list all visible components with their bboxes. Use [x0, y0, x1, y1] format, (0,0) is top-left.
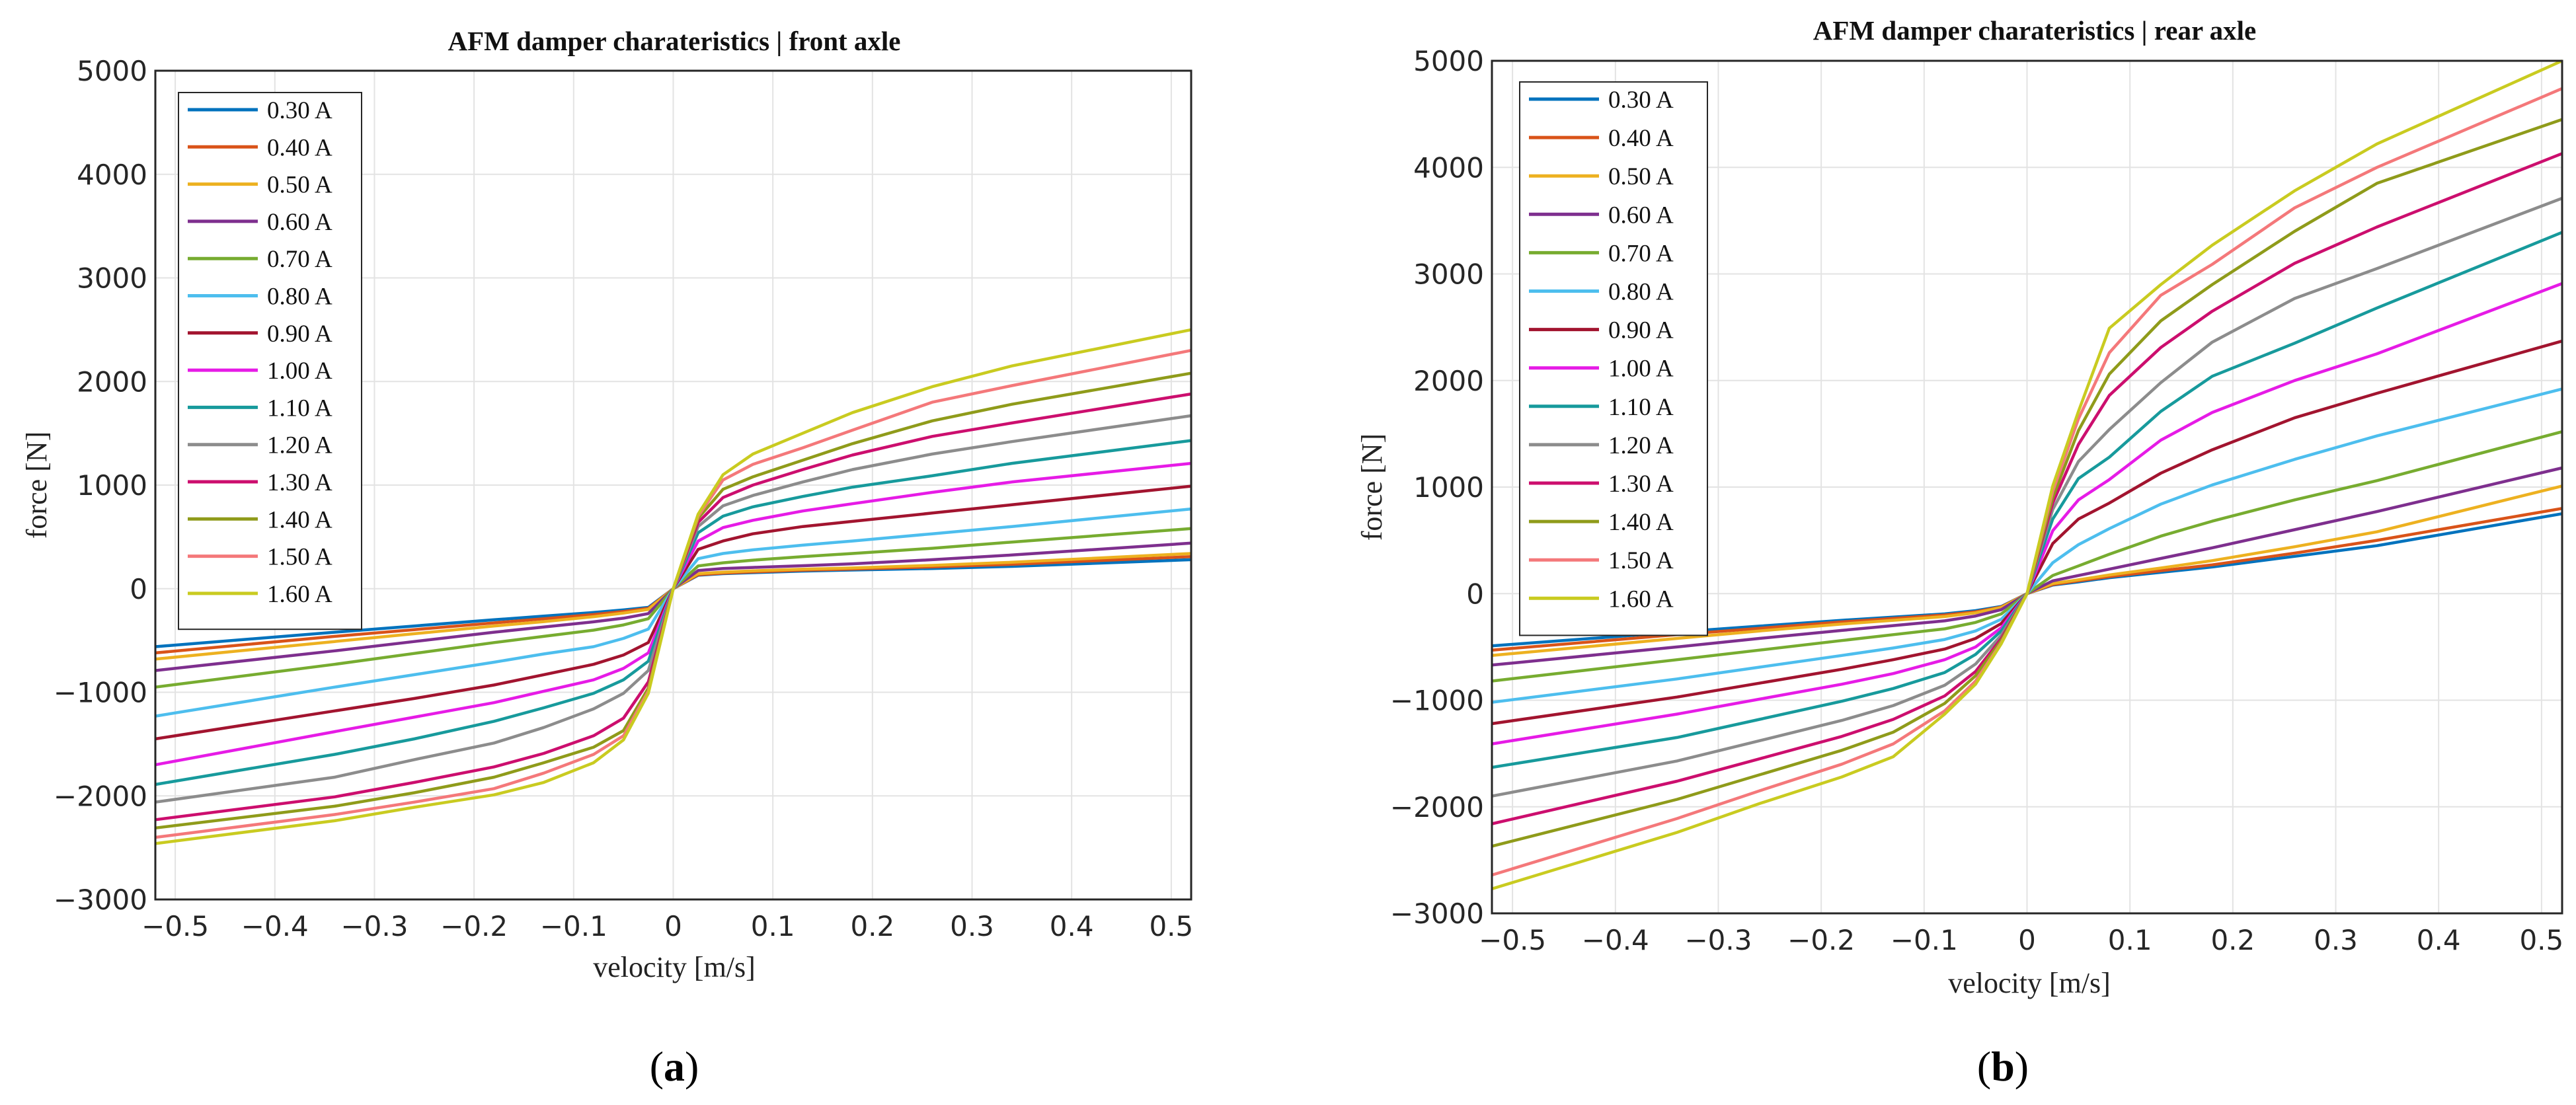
x-axis-label: velocity [m/s] [593, 951, 756, 983]
chart-title: AFM damper charateristics | front axle [448, 26, 901, 56]
x-tick-label: 0.2 [2210, 924, 2255, 956]
legend-label: 0.60 A [1608, 202, 1674, 229]
x-tick-labels: −0.5 −0.4 −0.3 −0.2 −0.1 0 0.1 0.2 0.3 0.4 0.5 [1479, 924, 2563, 956]
series-lines [155, 328, 1192, 845]
x-tick-label: −0.1 [540, 910, 607, 942]
x-tick-label: 0.4 [1050, 910, 1094, 942]
x-tick-label: 0 [2018, 924, 2036, 956]
legend-box [178, 92, 362, 630]
y-axis-label: force [N] [20, 432, 53, 539]
plot-frame [1491, 59, 2563, 915]
x-tick-label: −0.2 [1787, 924, 1855, 956]
panel-label-a: (a) [650, 1043, 699, 1090]
legend-label: 1.30 A [1608, 471, 1674, 498]
x-tick-label: 0.1 [2108, 924, 2152, 956]
x-tick-label: −0.3 [1684, 924, 1752, 956]
y-tick-label: 5000 [1413, 45, 1484, 77]
y-tick-label: 0 [1466, 578, 1484, 610]
y-tick-label: −2000 [1390, 791, 1484, 823]
x-tick-label: 0.5 [1149, 910, 1193, 942]
y-tick-label: 3000 [77, 262, 147, 295]
y-tick-label: 2000 [1413, 365, 1484, 397]
x-tick-label: 0.1 [751, 910, 795, 942]
chart-title: AFM damper charateristics | rear axle [1813, 15, 2257, 46]
x-tick-label: 0.5 [2519, 924, 2563, 956]
y-tick-label: 2000 [77, 365, 147, 398]
legend-label: 1.00 A [1608, 356, 1674, 383]
legend: 0.30 A 0.40 A 0.50 A 0.60 A 0.70 A 0.80 A 0.90… [1519, 81, 1708, 636]
y-tick-label: 3000 [1413, 258, 1484, 291]
x-tick-label: −0.5 [141, 910, 209, 942]
x-tick-label: −0.1 [1891, 924, 1958, 956]
legend-label: 0.40 A [267, 134, 332, 161]
x-tick-label: −0.4 [1582, 924, 1649, 956]
y-axis-label: force [N] [1356, 434, 1388, 541]
legend-label: 0.30 A [267, 97, 332, 124]
legend-label: 0.50 A [1608, 163, 1674, 190]
y-tick-label: 4000 [77, 159, 147, 191]
legend-label: 1.50 A [267, 544, 332, 571]
x-tick-label: 0.3 [950, 910, 994, 942]
y-tick-label: −1000 [1390, 685, 1484, 717]
x-tick-label: −0.2 [440, 910, 508, 942]
legend-label: 1.40 A [267, 506, 332, 533]
y-tick-label: −1000 [54, 677, 147, 709]
panel-label-b: (b) [1977, 1043, 2029, 1090]
legend-box [1519, 81, 1708, 636]
legend-label: 0.80 A [267, 284, 332, 311]
x-tick-label: 0 [664, 910, 682, 942]
y-tick-label: 1000 [77, 469, 147, 502]
x-tick-label: −0.5 [1479, 924, 1546, 956]
legend-label: 1.60 A [267, 581, 332, 608]
x-tick-label: −0.4 [241, 910, 309, 942]
legend-label: 1.30 A [267, 469, 332, 496]
legend-label: 1.40 A [1608, 509, 1674, 536]
legend-label: 1.10 A [1608, 394, 1674, 421]
series-line-160 [155, 328, 1192, 845]
y-tick-label: −3000 [1390, 897, 1484, 930]
legend-label: 0.40 A [1608, 125, 1674, 152]
y-tick-labels: −3000 −2000 −1000 0 1000 2000 3000 4000 5000 [54, 55, 147, 916]
legend-label: 1.20 A [1608, 432, 1674, 459]
y-tick-label: −2000 [54, 780, 147, 812]
y-tick-label: 0 [130, 573, 147, 605]
chart-rear-axle: AFM damper charateristics | rear axle −0… [1356, 15, 2563, 999]
y-tick-label: 4000 [1413, 151, 1484, 184]
legend-label: 0.50 A [267, 172, 332, 199]
legend-label: 0.90 A [267, 321, 332, 348]
x-tick-label: 0.4 [2417, 924, 2461, 956]
y-tick-label: 1000 [1413, 471, 1484, 504]
x-tick-label: −0.3 [340, 910, 408, 942]
x-tick-label: 0.3 [2314, 924, 2358, 956]
legend-label: 1.10 A [267, 395, 332, 422]
legend-label: 0.30 A [1608, 87, 1674, 114]
chart-front-axle: AFM damper charateristics | front axle −… [20, 26, 1193, 983]
x-tick-labels: −0.5 −0.4 −0.3 −0.2 −0.1 0 0.1 0.2 0.3 0.4 0.5 [141, 910, 1193, 942]
legend-label: 1.20 A [267, 432, 332, 459]
legend-label: 0.80 A [1608, 279, 1674, 306]
series-lines [1491, 59, 2563, 891]
legend: 0.30 A 0.40 A 0.50 A 0.60 A 0.70 A 0.80 A 0.90… [178, 92, 362, 630]
x-tick-label: 0.2 [850, 910, 894, 942]
y-tick-label: 5000 [77, 55, 147, 87]
x-axis-label: velocity [m/s] [1948, 967, 2111, 999]
legend-label: 1.60 A [1608, 586, 1674, 613]
legend-label: 1.00 A [267, 358, 332, 385]
y-tick-labels: −3000 −2000 −1000 0 1000 2000 3000 4000 5000 [1390, 45, 1484, 930]
plot-frame [154, 69, 1192, 901]
legend-label: 0.70 A [1608, 240, 1674, 267]
legend-label: 0.60 A [267, 209, 332, 236]
legend-label: 1.50 A [1608, 547, 1674, 574]
legend-label: 0.90 A [1608, 317, 1674, 344]
legend-label: 0.70 A [267, 246, 332, 273]
y-tick-label: −3000 [54, 884, 147, 916]
series-line-160 [1491, 59, 2563, 891]
